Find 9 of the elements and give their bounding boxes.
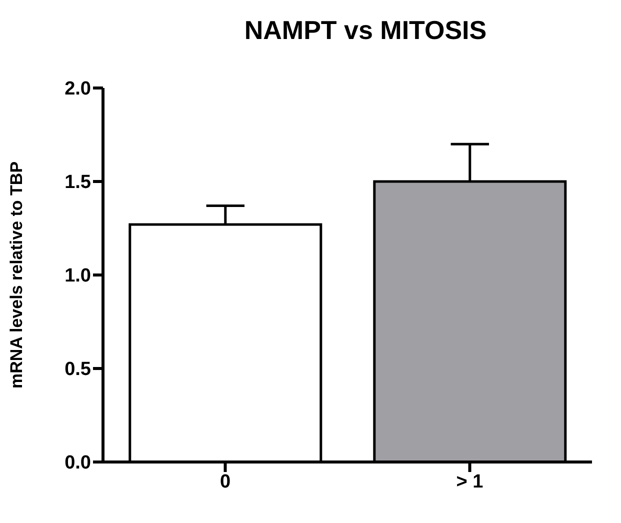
y-tick-label: 2.0	[64, 78, 91, 100]
chart-title: NAMPT vs MITOSIS	[243, 14, 488, 47]
x-tick-label: 0	[220, 471, 231, 492]
y-tick-label: 0.0	[64, 452, 91, 474]
y-tick-label: 0.5	[64, 359, 92, 380]
y-tick-label: 1.5	[64, 172, 92, 194]
y-tick-label: 1.0	[64, 266, 91, 287]
x-tick-label: > 1	[456, 471, 484, 492]
y-axis-title: mRNA levels relative to TBP	[7, 161, 26, 389]
